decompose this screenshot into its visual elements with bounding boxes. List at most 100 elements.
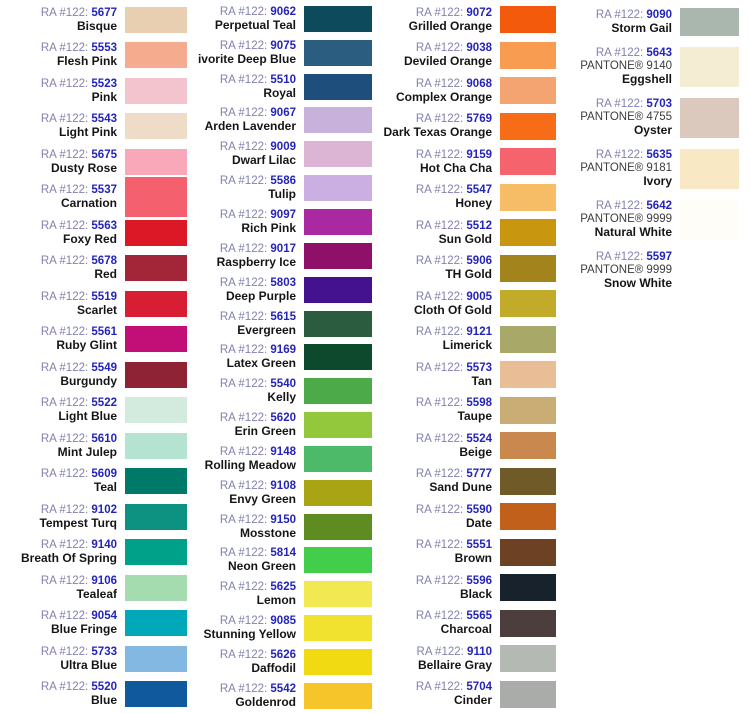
ra-prefix: RA #122:	[219, 513, 268, 526]
color-label: RA #122: 5573 Tan	[372, 362, 500, 388]
ra-prefix: RA #122:	[595, 98, 644, 110]
color-label: RA #122: 9062 Perpetual Teal	[187, 6, 304, 32]
color-number: 5642	[646, 200, 672, 212]
color-swatch	[304, 479, 372, 506]
color-name: Tempest Turq	[39, 515, 117, 530]
color-number: 5520	[91, 681, 117, 694]
color-entry: RA #122: 5573 Tan	[372, 357, 556, 393]
color-entry: RA #122: 5522 Light Blue	[2, 393, 187, 429]
color-code-line: RA #122: 9110	[372, 646, 492, 659]
color-name: Complex Orange	[395, 89, 492, 104]
color-label: RA #122: 5610 Mint Julep	[2, 433, 125, 459]
color-entry: RA #122: 9110 Bellaire Gray	[372, 641, 556, 677]
color-number: 5814	[270, 547, 296, 560]
ra-prefix: RA #122:	[219, 378, 268, 391]
color-number: 5643	[646, 47, 672, 59]
color-name: Tan	[471, 373, 492, 388]
ra-prefix: RA #122:	[415, 503, 464, 516]
color-number: 5609	[91, 468, 117, 481]
ra-prefix: RA #122:	[595, 47, 644, 59]
color-entry: RA #122: 5675 Dusty Rose	[2, 144, 187, 180]
color-code-line: RA #122: 9121	[372, 326, 492, 339]
color-number: 5906	[466, 255, 492, 268]
color-number: 5703	[646, 98, 672, 110]
pantone-code: PANTONE® 9140	[580, 60, 672, 72]
color-name: Perpetual Teal	[214, 17, 296, 32]
color-label: RA #122: 5520 Blue	[2, 681, 125, 707]
ra-prefix: RA #122:	[40, 432, 89, 445]
color-swatch	[125, 255, 187, 282]
color-number: 5586	[270, 175, 296, 188]
color-number: 5519	[91, 290, 117, 303]
color-entry: RA #122: 5597 PANTONE® 9999 Snow White	[556, 245, 739, 296]
color-swatch	[304, 73, 372, 100]
color-entry: RA #122: 9090 Storm Gail	[556, 2, 739, 41]
color-name: Pink	[91, 89, 117, 104]
color-code-line: RA #122: 9090	[556, 9, 672, 22]
ra-prefix: RA #122:	[415, 6, 464, 19]
color-number: 9068	[466, 77, 492, 90]
color-code-line: RA #122: 9005	[372, 291, 492, 304]
color-name: Taupe	[457, 409, 492, 424]
color-swatch	[500, 183, 556, 211]
ra-prefix: RA #122:	[40, 681, 89, 694]
color-code-line: RA #122: 5520	[2, 681, 117, 694]
ra-prefix: RA #122:	[40, 361, 89, 374]
ra-prefix: RA #122:	[595, 200, 644, 212]
ra-prefix: RA #122:	[40, 184, 89, 197]
color-name: Natural White	[594, 225, 672, 239]
ra-prefix: RA #122:	[415, 681, 464, 694]
color-code-line: RA #122: 5551	[372, 539, 492, 552]
color-name: Deep Purple	[225, 288, 296, 303]
color-swatch	[304, 39, 372, 66]
color-code-line: RA #122: 5677	[2, 7, 117, 20]
color-name: Ivory	[643, 174, 672, 188]
color-swatch	[125, 113, 187, 140]
color-label: RA #122: 5777 Sand Dune	[372, 468, 500, 494]
color-entry: RA #122: 9169 Latex Green	[187, 340, 372, 374]
ra-prefix: RA #122:	[219, 175, 268, 188]
color-name: Raspberry Ice	[216, 254, 296, 269]
color-swatch	[304, 276, 372, 303]
color-entry: RA #122: 9140 Breath Of Spring	[2, 535, 187, 571]
color-entry: RA #122: 5620 Erin Green	[187, 408, 372, 442]
ra-prefix: RA #122:	[219, 310, 268, 323]
color-entry: RA #122: 5523 Pink	[2, 73, 187, 109]
color-number: 9072	[466, 6, 492, 19]
color-entry: RA #122: 5814 Neon Green	[187, 544, 372, 578]
ra-prefix: RA #122:	[219, 242, 268, 255]
color-swatch	[304, 175, 372, 202]
color-name: Beige	[459, 444, 492, 459]
color-name: Burgundy	[60, 373, 117, 388]
color-entry: RA #122: 9106 Tealeaf	[2, 570, 187, 606]
color-label: RA #122: 5609 Teal	[2, 468, 125, 494]
ra-prefix: RA #122:	[40, 42, 89, 55]
color-swatch	[680, 199, 739, 240]
ra-prefix: RA #122:	[415, 397, 464, 410]
color-entry: RA #122: 5520 Blue	[2, 677, 187, 713]
color-swatch	[500, 325, 556, 353]
color-entry: RA #122: 5677 Bisque	[2, 2, 187, 38]
color-code-line: RA #122: 5586	[187, 175, 296, 188]
color-number: 5596	[466, 574, 492, 587]
color-swatch	[304, 378, 372, 405]
color-code-line: RA #122: 9038	[372, 42, 492, 55]
color-entry: RA #122: 5596 Black	[372, 570, 556, 606]
color-code-line: RA #122: 5547	[372, 184, 492, 197]
color-swatch	[125, 539, 187, 566]
color-code-line: RA #122: 9150	[187, 514, 296, 527]
color-code-line: RA #122: 9072	[372, 7, 492, 20]
color-name: Erin Green	[234, 424, 296, 439]
color-swatch	[500, 148, 556, 176]
color-name: Charcoal	[440, 622, 492, 637]
color-swatch	[125, 148, 187, 175]
color-number: 9140	[91, 539, 117, 552]
color-code-line: RA #122: 5549	[2, 362, 117, 375]
color-name: Kelly	[267, 390, 296, 405]
color-swatch	[304, 547, 372, 574]
color-name: Storm Gail	[611, 20, 672, 35]
ra-prefix: RA #122:	[415, 290, 464, 303]
color-number: 5803	[270, 276, 296, 289]
color-code-line: RA #122: 5777	[372, 468, 492, 481]
ra-prefix: RA #122:	[40, 6, 89, 19]
